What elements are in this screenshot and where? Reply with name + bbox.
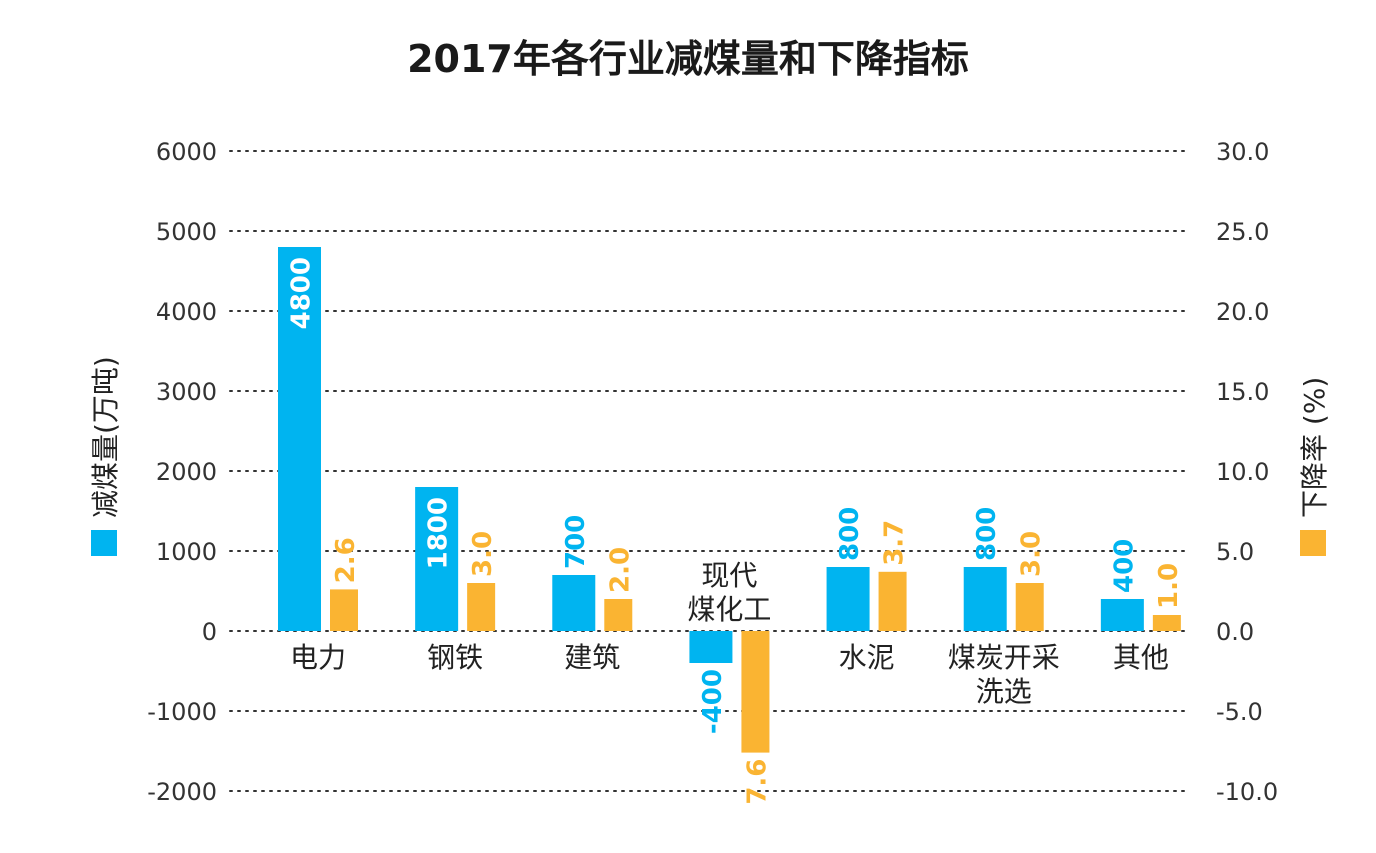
bar-reduction [278, 247, 321, 631]
y-right-tick-label: 30.0 [1216, 138, 1269, 166]
category-label: 现代 [701, 559, 757, 592]
y-left-tick-label: 6000 [156, 138, 217, 166]
data-label-decline-rate: 7.6 [742, 759, 772, 805]
y-left-axis-title: 减煤量(万吨) [89, 356, 122, 518]
bar-decline-rate [878, 571, 907, 631]
y-left-tick-label: 4000 [156, 298, 217, 326]
data-label-decline-rate: 1.0 [1154, 563, 1184, 609]
data-label-reduction: -400 [698, 669, 728, 734]
legend-swatch-reduction [91, 530, 117, 556]
bar-reduction [963, 567, 1007, 631]
data-label-reduction: 4800 [287, 257, 317, 329]
category-label: 建筑 [564, 641, 620, 674]
y-left-tick-label: 2000 [156, 458, 217, 486]
y-right-tick-label: 10.0 [1216, 458, 1269, 486]
y-right-axis-title: 下降率 (%) [1298, 377, 1331, 518]
data-label-reduction: 1800 [424, 497, 454, 569]
category-label: 煤炭开采 [948, 641, 1060, 674]
bar-reduction [826, 567, 870, 631]
data-label-reduction: 700 [561, 515, 591, 569]
data-label-decline-rate: 3.7 [880, 520, 910, 566]
chart-title: 2017年各行业减煤量和下降指标 [407, 37, 969, 81]
legend-swatch-decline-rate [1300, 530, 1326, 556]
data-label-decline-rate: 2.6 [331, 537, 361, 583]
y-left-tick-label: 0 [202, 618, 217, 646]
bar-decline-rate [741, 631, 770, 753]
data-label-decline-rate: 3.0 [468, 531, 498, 577]
y-left-tick-label: 1000 [156, 538, 217, 566]
y-left-tick-label: -2000 [147, 778, 217, 806]
bar-reduction [415, 487, 459, 631]
y-right-tick-label: 0.0 [1216, 618, 1254, 646]
bar-reduction [1100, 599, 1144, 631]
y-right-tick-label: 20.0 [1216, 298, 1269, 326]
category-label: 水泥 [839, 641, 895, 674]
y-right-tick-label: -5.0 [1216, 698, 1263, 726]
category-label: 钢铁 [427, 641, 483, 674]
bar-decline-rate [1015, 583, 1044, 631]
y-right-tick-label: -10.0 [1216, 778, 1278, 806]
data-label-reduction: 400 [1109, 539, 1139, 593]
bar-decline-rate [604, 599, 633, 631]
data-label-reduction: 800 [835, 507, 865, 561]
category-label: 电力 [290, 641, 346, 674]
data-label-decline-rate: 2.0 [605, 547, 635, 593]
data-label-reduction: 800 [972, 507, 1002, 561]
y-left-tick-label: -1000 [147, 698, 217, 726]
category-label: 煤化工 [687, 593, 771, 626]
bar-reduction [689, 631, 733, 663]
bar-decline-rate [330, 589, 358, 631]
bar-reduction [552, 575, 596, 631]
category-label: 其他 [1113, 641, 1169, 674]
bar-decline-rate [467, 583, 496, 631]
y-right-tick-label: 15.0 [1216, 378, 1269, 406]
y-right-tick-label: 25.0 [1216, 218, 1269, 246]
y-right-tick-label: 5.0 [1216, 538, 1254, 566]
bar-decline-rate [1152, 615, 1181, 631]
data-label-decline-rate: 3.0 [1017, 531, 1047, 577]
y-left-tick-label: 3000 [156, 378, 217, 406]
category-label: 洗选 [976, 675, 1032, 708]
y-left-tick-label: 5000 [156, 218, 217, 246]
